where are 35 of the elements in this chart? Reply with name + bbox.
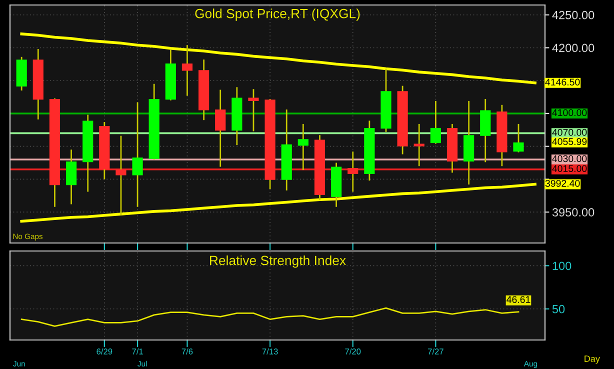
candlestick: [248, 89, 259, 132]
line-series: [20, 307, 520, 327]
candlestick: [348, 152, 358, 192]
candlestick: [298, 124, 308, 170]
ref-line-label: 4015.00: [552, 165, 587, 172]
line-series: [20, 182, 536, 223]
x-axis-title: Day: [584, 356, 600, 364]
x-tick-label: 6/29: [96, 348, 112, 354]
candlestick: [414, 124, 424, 166]
candlestick: [116, 136, 126, 216]
y-tick-label: 50: [552, 304, 565, 314]
x-tick-label: 7/20: [345, 348, 361, 354]
x-tick-label: 7/27: [428, 348, 444, 354]
data-label: 46.61: [506, 296, 530, 303]
ref-line-label: 4030.00: [552, 155, 587, 162]
x-tick-label: 7/13: [262, 348, 278, 354]
line-series: [20, 32, 536, 84]
data-label: 4146.50: [545, 78, 580, 86]
candlestick: [182, 45, 193, 96]
chart-title: Gold Spot Price,RT (IQXGL): [195, 8, 360, 21]
ref-line-label: 4100.00: [552, 109, 587, 116]
y-tick-label: 4200.00: [552, 44, 594, 52]
x-tick-label: 7/1: [132, 348, 143, 354]
x-tick-label: 7/6: [182, 348, 193, 354]
ref-line-label: 4070.00: [552, 128, 587, 136]
text: 4055.99: [552, 138, 587, 146]
y-tick-label: 4250.00: [552, 10, 594, 20]
candlestick: [66, 150, 77, 204]
candlestick: [513, 124, 524, 152]
candlestick: [430, 100, 441, 144]
candlestick: [215, 90, 226, 167]
data-label: 3992.40: [545, 180, 580, 187]
y-tick-label: 3950.00: [552, 208, 594, 216]
y-tick-label: 100: [552, 262, 572, 270]
chart-title: Relative Strength Index: [210, 255, 346, 268]
